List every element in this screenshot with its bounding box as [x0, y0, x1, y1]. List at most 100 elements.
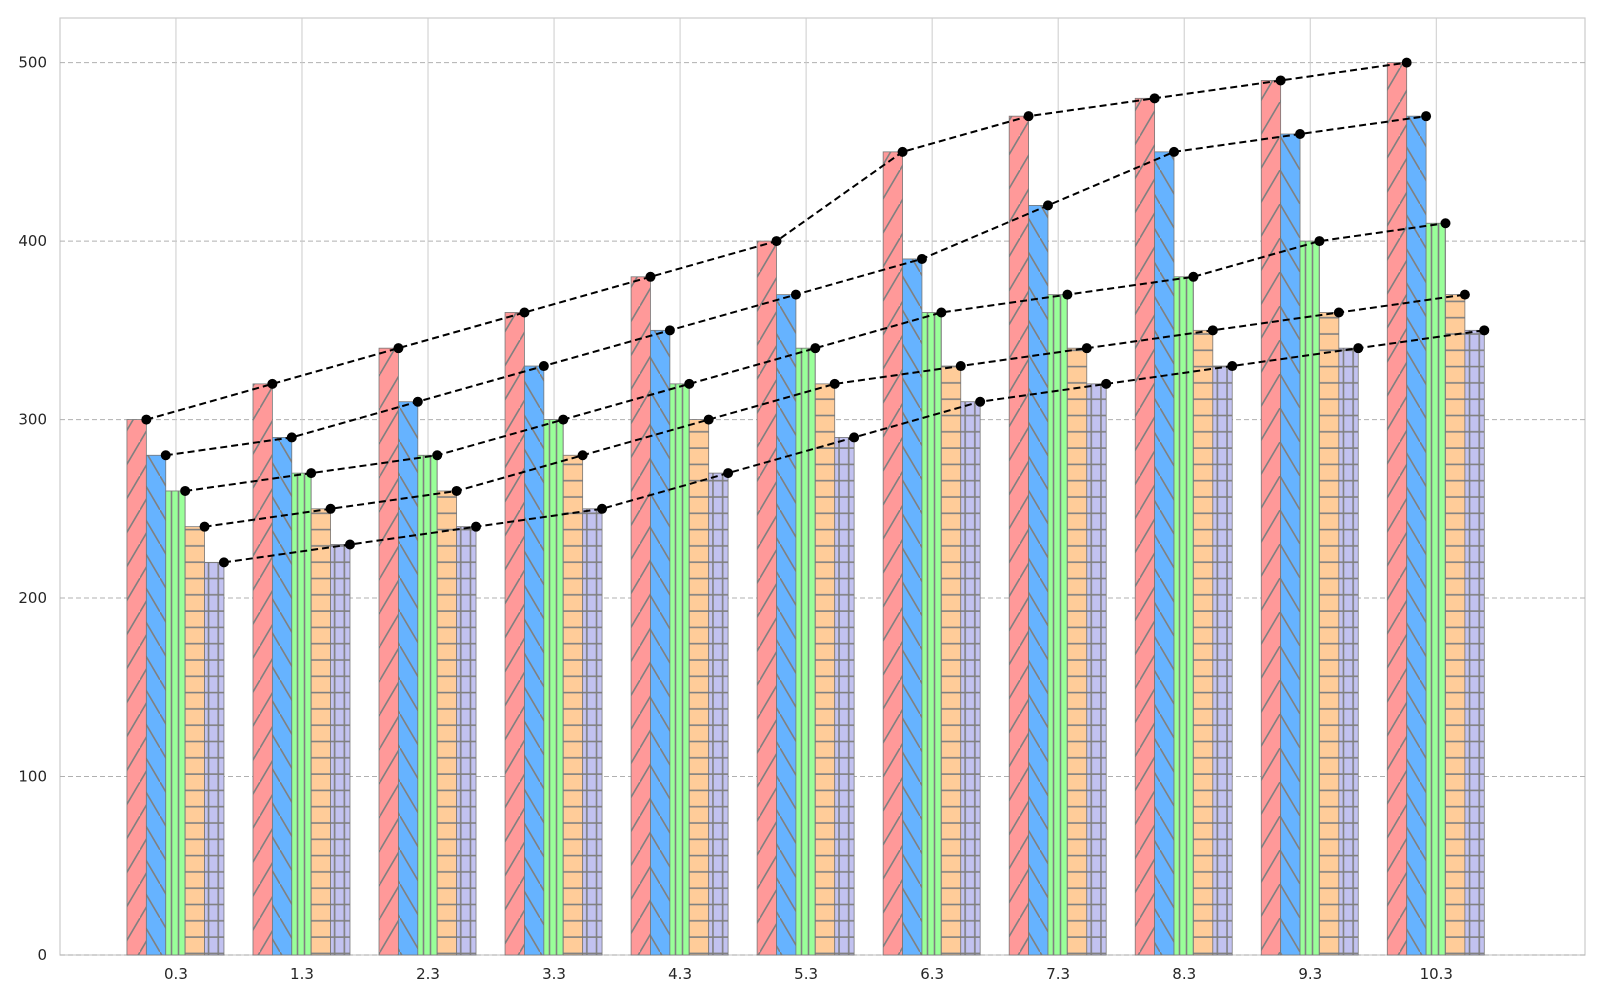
y-tick-label: 500	[18, 54, 47, 72]
bar	[582, 508, 603, 956]
y-tick-label: 0	[37, 946, 47, 964]
bar	[1008, 115, 1029, 956]
bar	[669, 383, 690, 956]
bar	[1386, 62, 1408, 956]
bar	[165, 490, 186, 956]
x-tick-label: 3.3	[542, 965, 566, 983]
trend-point	[199, 521, 210, 532]
trend-point	[1042, 200, 1053, 211]
bar	[1260, 80, 1282, 956]
trend-point	[393, 343, 404, 354]
trend-point	[519, 307, 530, 318]
trend-point	[664, 325, 675, 336]
bar	[310, 508, 331, 956]
bar	[417, 454, 438, 956]
y-tick-label: 400	[18, 232, 47, 250]
bar	[1445, 294, 1466, 956]
y-tick-label: 300	[18, 411, 47, 429]
bar	[456, 526, 477, 956]
trend-point	[577, 450, 588, 461]
trend-point	[1479, 325, 1490, 336]
bar	[756, 240, 777, 956]
bar	[291, 472, 312, 956]
trend-point	[141, 414, 152, 425]
bar	[921, 312, 942, 956]
trend-point	[1062, 289, 1073, 300]
trend-point	[306, 468, 317, 479]
bar	[1280, 133, 1301, 956]
bar	[902, 258, 923, 956]
bar	[1047, 294, 1068, 956]
bar	[1134, 97, 1156, 956]
trend-point	[1275, 75, 1286, 86]
trend-point	[936, 307, 947, 318]
trend-point	[1333, 307, 1344, 318]
bar	[562, 454, 584, 956]
trend-point	[1207, 325, 1218, 336]
trend-point	[849, 432, 860, 443]
bar	[688, 419, 710, 956]
bar	[940, 365, 962, 956]
bar	[795, 347, 816, 956]
trend-point	[451, 485, 462, 496]
bar	[1464, 329, 1485, 956]
trend-point	[1440, 218, 1451, 229]
trend-line	[185, 222, 1446, 492]
trend-point	[1169, 146, 1180, 157]
trend-point	[771, 236, 782, 247]
y-tick-label: 100	[18, 768, 47, 786]
bar	[650, 329, 671, 956]
bar	[1338, 347, 1359, 956]
bar	[814, 383, 836, 956]
trend-line	[204, 293, 1466, 528]
x-tick-label: 4.3	[668, 965, 692, 983]
bar	[504, 312, 525, 956]
trend-point	[810, 343, 821, 354]
trend-point	[723, 468, 734, 479]
bar	[330, 544, 351, 956]
bar	[1319, 312, 1340, 956]
bar	[630, 276, 651, 956]
x-tick-label: 7.3	[1046, 965, 1070, 983]
trend-point	[432, 450, 443, 461]
axes: 0 100 200 300 400 500 0.3 1.3 2.3 3.3 4.3 5.3 6.3 7.3…	[18, 54, 1453, 983]
trend-point	[344, 539, 355, 550]
bar	[1299, 240, 1320, 956]
trend-point	[412, 396, 423, 407]
trend-point	[1421, 111, 1432, 122]
bar	[184, 526, 205, 956]
bar	[708, 472, 729, 956]
bar	[436, 490, 458, 956]
trend-lines	[141, 57, 1490, 568]
bar	[1425, 222, 1446, 956]
trend-point	[1101, 378, 1112, 389]
bar	[1212, 365, 1233, 956]
trend-point	[558, 414, 569, 425]
y-tick-label: 200	[18, 589, 47, 607]
x-tick-label: 2.3	[416, 965, 440, 983]
x-tick-label: 9.3	[1298, 965, 1322, 983]
trend-point	[1023, 111, 1034, 122]
trend-point	[1314, 236, 1325, 247]
trend-point	[180, 485, 191, 496]
bar	[776, 294, 797, 956]
bar	[145, 454, 167, 956]
trend-point	[218, 557, 229, 568]
bar	[204, 561, 225, 956]
x-tick-label: 10.3	[1420, 965, 1453, 983]
trend-point	[975, 396, 986, 407]
trend-point	[597, 503, 608, 514]
trend-point	[916, 253, 927, 264]
trend-point	[1227, 361, 1238, 372]
trend-point	[790, 289, 801, 300]
trend-point	[267, 378, 278, 389]
bar	[524, 365, 545, 956]
trend-point	[897, 146, 908, 157]
bar	[1066, 347, 1088, 956]
trend-point	[471, 521, 482, 532]
trend-point	[1081, 343, 1092, 354]
bar	[1173, 276, 1194, 956]
bars	[126, 62, 1485, 956]
bar	[1086, 383, 1107, 956]
